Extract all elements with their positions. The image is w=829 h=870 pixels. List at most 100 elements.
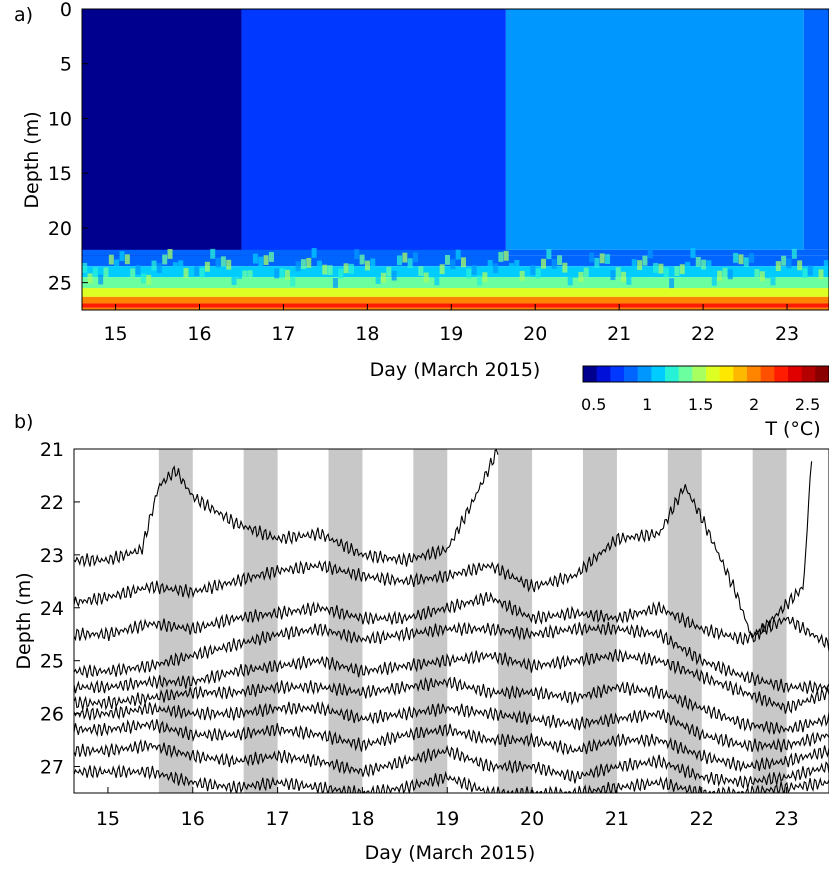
- y-tick-label: 10: [48, 108, 72, 130]
- heatmap-texture: [525, 276, 531, 287]
- heatmap-texture: [519, 270, 525, 281]
- heatmap-texture: [546, 249, 552, 260]
- heatmap-texture: [386, 266, 392, 277]
- heatmap-texture: [535, 268, 541, 279]
- colorbar-swatch: [774, 366, 789, 382]
- heatmap-texture: [669, 278, 675, 289]
- colorbar-swatch: [815, 366, 829, 382]
- heatmap-texture: [311, 247, 317, 258]
- panel-b-isotherm-depth-lines: b) 21 22 23 24 25 26 27 15 16 17 18 19 20 21 22 23 Dep…: [13, 411, 829, 864]
- heatmap-texture: [338, 268, 344, 279]
- heatmap-texture: [124, 254, 130, 265]
- heatmap-texture: [162, 254, 168, 265]
- heatmap-texture: [786, 258, 792, 269]
- x-tick-label: 23: [775, 323, 799, 345]
- x-tick-label: 20: [520, 808, 544, 830]
- heatmap-texture: [701, 259, 707, 270]
- heatmap-texture: [332, 278, 338, 288]
- heatmap-region: [803, 9, 829, 250]
- heatmap-texture: [530, 265, 536, 275]
- y-tick-label: 21: [40, 439, 64, 461]
- heatmap-region: [82, 9, 242, 261]
- heatmap-texture: [754, 269, 760, 279]
- panel-a-frame: [81, 8, 829, 311]
- heatmap-texture: [92, 267, 98, 278]
- x-tick-label: 19: [439, 323, 463, 345]
- heatmap-texture: [140, 273, 146, 284]
- heatmap-texture: [172, 262, 178, 273]
- heatmap-texture: [557, 255, 563, 266]
- heatmap-texture: [503, 250, 509, 261]
- heatmap-texture: [258, 256, 264, 267]
- heatmap-texture: [98, 274, 104, 285]
- panel-b-y-axis-label: Depth (m): [13, 572, 35, 669]
- heatmap-texture: [471, 264, 477, 275]
- heatmap-texture: [364, 260, 370, 271]
- x-tick-label: 17: [271, 323, 295, 345]
- heatmap-texture: [370, 258, 376, 269]
- heatmap-region: [241, 9, 506, 261]
- heatmap-texture: [268, 252, 274, 262]
- heatmap-texture: [679, 264, 685, 275]
- heatmap-texture: [647, 248, 653, 259]
- panel-a-y-ticks: 0 5 10 15 20 25: [48, 0, 88, 295]
- isotherm-line: [74, 763, 829, 793]
- heatmap-texture: [439, 264, 445, 275]
- isotherm-line: [74, 676, 829, 735]
- heatmap-texture: [450, 259, 456, 270]
- heatmap-texture: [594, 257, 600, 268]
- heatmap-texture: [487, 260, 493, 270]
- heatmap-texture: [493, 263, 499, 274]
- colorbar-swatch: [719, 366, 734, 382]
- heatmap-texture: [653, 262, 659, 273]
- y-tick-label: 15: [48, 163, 72, 185]
- heatmap-texture: [103, 267, 109, 278]
- panel-b-frame: [73, 448, 829, 794]
- heatmap-texture: [738, 254, 744, 265]
- x-tick-label: 23: [774, 808, 798, 830]
- heatmap-texture: [306, 257, 312, 268]
- heatmap-texture: [589, 252, 595, 263]
- heatmap-texture: [194, 266, 200, 277]
- heatmap-texture: [578, 271, 584, 282]
- x-tick-label: 17: [266, 808, 290, 830]
- heatmap-texture: [428, 267, 434, 278]
- heatmap-texture: [87, 273, 93, 284]
- heatmap-bottom-layer: [82, 266, 829, 278]
- heatmap-texture: [733, 252, 739, 263]
- y-tick-label: 24: [40, 598, 64, 620]
- heatmap-texture: [279, 268, 285, 279]
- colorbar-swatch: [788, 366, 803, 382]
- heatmap-texture: [418, 266, 424, 277]
- colorbar-tick-label: 1: [642, 395, 652, 414]
- panel-a-y-axis-label: Depth (m): [21, 111, 43, 208]
- panel-b-x-axis-label: Day (March 2015): [365, 842, 536, 864]
- heatmap-texture: [167, 249, 173, 259]
- heatmap-texture: [327, 265, 333, 276]
- heatmap-texture: [749, 253, 755, 263]
- heatmap-texture: [685, 261, 691, 272]
- heatmap-texture: [605, 254, 611, 265]
- y-tick-label: 20: [48, 218, 72, 240]
- colorbar-swatch: [760, 366, 775, 382]
- heatmap-texture: [263, 255, 269, 266]
- heatmap-texture: [514, 259, 520, 270]
- heatmap-texture: [178, 260, 184, 271]
- heatmap-texture: [477, 275, 483, 286]
- isotherm-line: [74, 648, 829, 714]
- heatmap-texture: [658, 263, 664, 274]
- y-tick-label: 23: [40, 545, 64, 567]
- x-tick-label: 15: [103, 323, 127, 345]
- colorbar-swatch: [665, 366, 680, 382]
- colorbar-swatch: [733, 366, 748, 382]
- colorbar-tick-label: 2.5: [795, 395, 820, 414]
- heatmap-texture: [199, 267, 205, 278]
- heatmap-texture: [626, 275, 632, 285]
- heatmap-bottom-layer: [82, 307, 829, 310]
- heatmap-texture: [359, 254, 365, 265]
- heatmap-texture: [759, 271, 765, 282]
- colorbar-swatch: [583, 366, 598, 382]
- heatmap-texture: [637, 260, 643, 271]
- heatmap-texture: [322, 264, 328, 275]
- heatmap-texture: [295, 261, 301, 272]
